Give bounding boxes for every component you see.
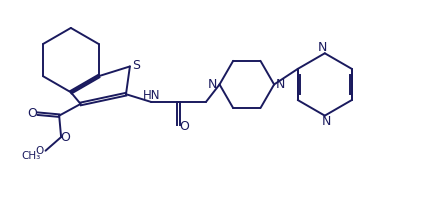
Text: N: N <box>322 115 331 128</box>
Text: O: O <box>27 107 37 120</box>
Text: CH₃: CH₃ <box>21 151 41 161</box>
Text: S: S <box>132 59 140 72</box>
Text: HN: HN <box>143 89 160 102</box>
Text: N: N <box>318 41 327 54</box>
Text: N: N <box>276 78 286 91</box>
Text: O: O <box>180 120 189 133</box>
Text: N: N <box>208 78 218 91</box>
Text: O: O <box>36 146 44 156</box>
Text: O: O <box>60 131 70 144</box>
